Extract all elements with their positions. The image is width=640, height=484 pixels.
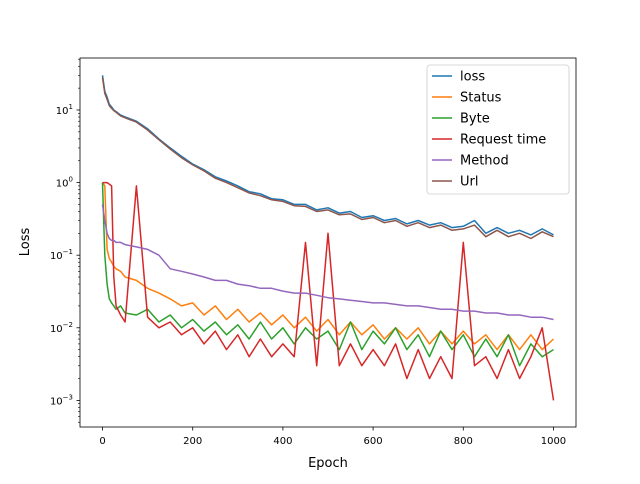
y-tick-label: 10−3	[50, 393, 73, 407]
series-line-method	[101, 204, 554, 321]
x-axis-label: Epoch	[308, 456, 348, 471]
legend-label: Request time	[460, 133, 546, 148]
legend-label: Status	[460, 91, 502, 106]
series-line-byte	[101, 182, 554, 367]
x-tick-label: 800	[454, 436, 473, 447]
legend-label: Method	[460, 154, 509, 169]
y-tick-label: 10−1	[50, 248, 73, 262]
legend-label: Url	[460, 175, 478, 190]
legend-label: loss	[460, 70, 485, 85]
series-line-url	[101, 77, 554, 240]
x-tick-label: 0	[99, 436, 105, 447]
x-tick-label: 400	[273, 436, 292, 447]
plot-frame	[79, 57, 577, 428]
axis-ticks: 0 200 400 600 800 1000 10−3 10−2 10−1 100 101	[50, 58, 566, 447]
legend-label: Byte	[460, 112, 490, 127]
y-tick-label: 101	[56, 103, 73, 117]
x-tick-label: 600	[364, 436, 383, 447]
x-tick-label: 200	[183, 436, 202, 447]
legend: loss Status Byte Request time Method Url	[426, 64, 570, 195]
y-tick-label: 10−2	[50, 321, 73, 335]
series-line-request-time	[102, 181, 555, 401]
x-tick-label: 1000	[541, 436, 566, 447]
legend-box	[426, 64, 570, 195]
y-tick-label: 100	[56, 176, 73, 190]
series-line-status	[101, 182, 555, 351]
y-axis-label: Loss	[18, 228, 33, 257]
series-lines	[101, 75, 555, 401]
